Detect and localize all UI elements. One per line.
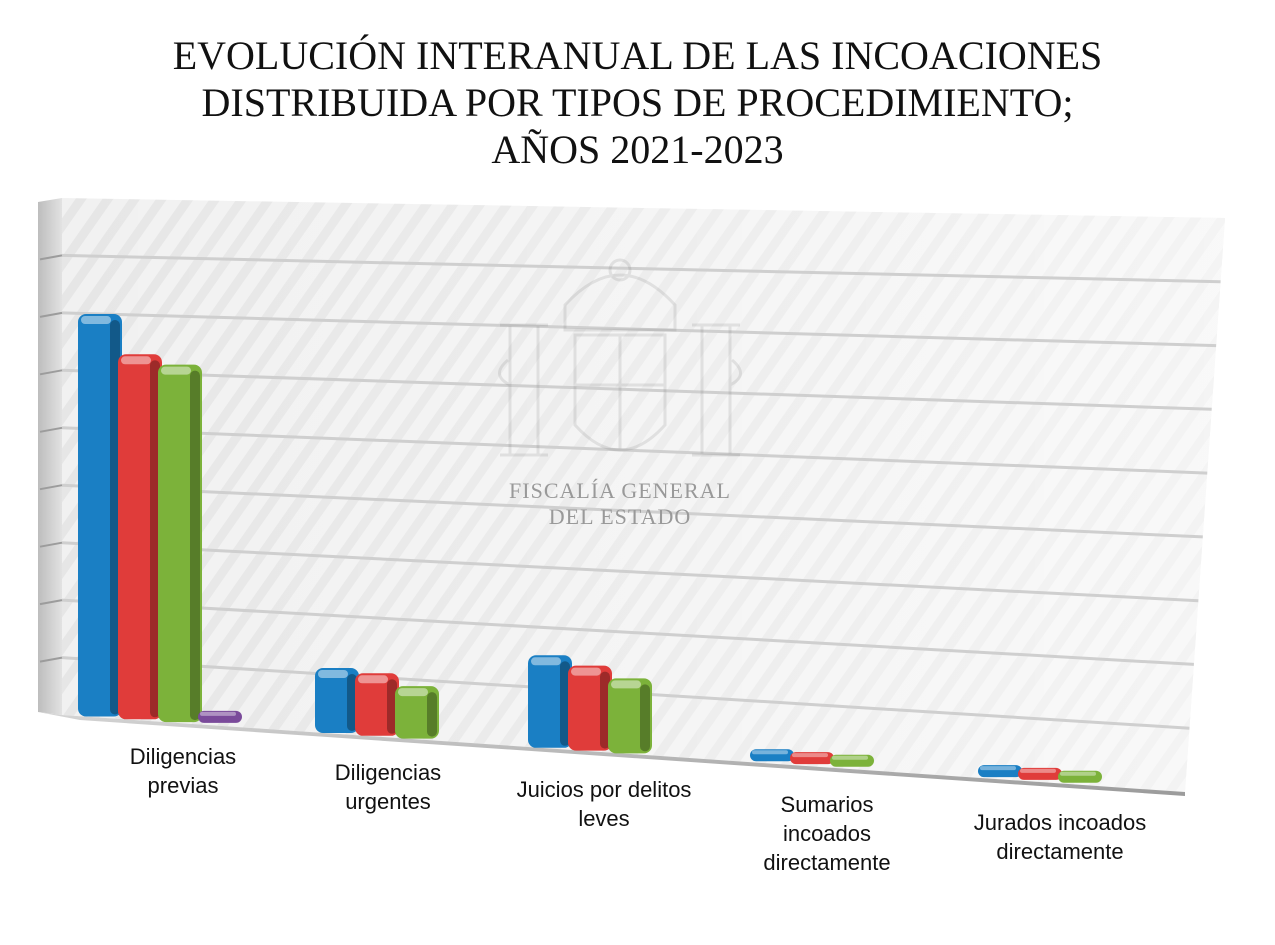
bar bbox=[315, 668, 359, 733]
x-tick-label-line: directamente bbox=[763, 850, 891, 875]
bar-highlight bbox=[980, 766, 1016, 771]
floor bbox=[38, 712, 1185, 796]
x-tick-label: Diligencias previas bbox=[63, 742, 303, 800]
bar bbox=[1058, 770, 1102, 783]
bar-top-highlight bbox=[571, 667, 601, 676]
x-tick-label-line: Jurados incoados bbox=[973, 810, 1147, 835]
watermark-text-line: FISCALÍA GENERAL bbox=[509, 478, 731, 503]
x-tick-label-line: leves bbox=[578, 806, 630, 831]
gridline-side bbox=[39, 541, 63, 548]
bar-side-shade bbox=[600, 671, 610, 749]
chart-title-line: EVOLUCIÓN INTERANUAL DE LAS INCOACIONES bbox=[172, 33, 1103, 78]
x-tick-label-line: urgentes bbox=[345, 789, 431, 814]
bar-side-shade bbox=[110, 320, 120, 715]
coat-of-arms-icon bbox=[498, 258, 742, 457]
bar-top-highlight bbox=[81, 316, 111, 324]
x-tick-label: Diligencias urgentes bbox=[268, 758, 508, 816]
bar-side-shade bbox=[347, 674, 357, 731]
bar bbox=[608, 678, 652, 754]
gridline bbox=[61, 426, 1208, 475]
bar-top-highlight bbox=[358, 675, 388, 684]
bar bbox=[198, 710, 242, 723]
chart-back-wall bbox=[38, 198, 1225, 796]
gridline bbox=[61, 483, 1203, 539]
gridline bbox=[61, 598, 1194, 666]
chart-title: EVOLUCIÓN INTERANUAL DE LAS INCOACIONES … bbox=[0, 32, 1275, 173]
bar-top-highlight bbox=[398, 688, 428, 697]
x-tick-label: Juicios por delitos leves bbox=[484, 775, 724, 833]
bar bbox=[978, 765, 1022, 778]
x-tick-label-line: previas bbox=[147, 773, 219, 798]
bar-side-shade bbox=[560, 661, 570, 746]
gridline-side bbox=[39, 369, 63, 376]
bar-side-shade bbox=[387, 679, 397, 734]
x-tick-label-line: directamente bbox=[996, 839, 1124, 864]
bar-highlight bbox=[1020, 768, 1056, 773]
gridline-side bbox=[39, 484, 63, 491]
gridline bbox=[61, 253, 1221, 284]
gridline-side bbox=[39, 254, 63, 261]
bar-top-highlight bbox=[121, 356, 151, 365]
x-tick-label-line: Juicios por delitos bbox=[516, 777, 692, 802]
back-wall-highlight bbox=[62, 198, 1225, 792]
bar-top-highlight bbox=[318, 670, 348, 678]
bar bbox=[830, 754, 874, 767]
x-tick-label-line: Diligencias bbox=[334, 760, 442, 785]
x-tick-label-line: incoados bbox=[782, 821, 872, 846]
chart-gridlines bbox=[39, 253, 1221, 730]
bar-side-shade bbox=[190, 370, 200, 721]
bar-highlight bbox=[752, 750, 788, 755]
bar bbox=[395, 686, 439, 739]
x-tick-label: Sumarios incoados directamente bbox=[707, 790, 947, 877]
x-tick-label-line: Diligencias bbox=[129, 744, 237, 769]
bar bbox=[790, 752, 834, 765]
gridline bbox=[61, 368, 1212, 411]
bar-top-highlight bbox=[611, 680, 641, 689]
x-tick-label-line: Sumarios bbox=[780, 792, 874, 817]
bar bbox=[568, 665, 612, 751]
bar-highlight bbox=[1060, 771, 1096, 776]
bar-side-shade bbox=[150, 360, 160, 718]
bar-side-shade bbox=[640, 684, 650, 752]
watermark-text: FISCALÍA GENERAL DEL ESTADO bbox=[470, 478, 770, 530]
gridline bbox=[61, 311, 1217, 348]
watermark-coat-of-arms bbox=[470, 235, 770, 545]
bar bbox=[750, 749, 794, 762]
chart-bars bbox=[78, 314, 1102, 783]
gridline bbox=[61, 541, 1199, 603]
gridline-side bbox=[39, 599, 63, 606]
side-wall bbox=[38, 198, 62, 715]
bar-top-highlight bbox=[161, 366, 191, 375]
bar bbox=[1018, 767, 1062, 780]
bar bbox=[118, 354, 162, 720]
x-tick-label: Jurados incoados directamente bbox=[940, 808, 1180, 866]
bar bbox=[355, 673, 399, 736]
bar-highlight bbox=[832, 755, 868, 760]
gridline-side bbox=[39, 656, 63, 663]
chart-title-line: AÑOS 2021-2023 bbox=[491, 127, 784, 172]
bar bbox=[78, 314, 122, 717]
bar-side-shade bbox=[427, 692, 437, 737]
gridline-side bbox=[39, 311, 63, 318]
gridline-side bbox=[39, 426, 63, 433]
bar-top-highlight bbox=[531, 657, 561, 666]
bar bbox=[158, 364, 202, 723]
bar bbox=[528, 655, 572, 748]
chart-title-line: DISTRIBUIDA POR TIPOS DE PROCEDIMIENTO; bbox=[201, 80, 1074, 125]
bar-highlight bbox=[200, 711, 236, 716]
watermark-text-line: DEL ESTADO bbox=[548, 504, 692, 529]
bar-highlight bbox=[792, 753, 828, 758]
